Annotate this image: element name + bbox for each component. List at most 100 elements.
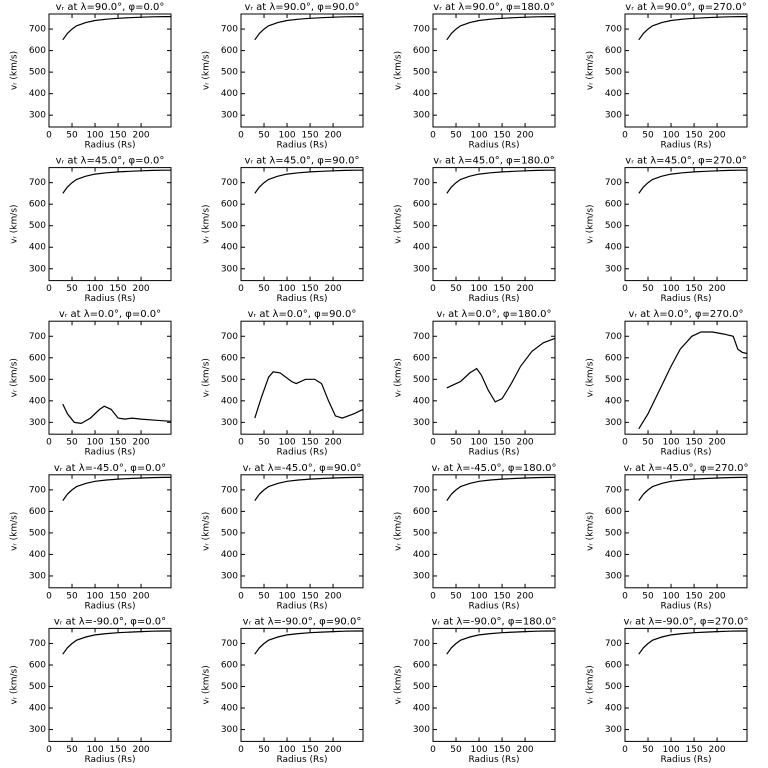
x-axis-label: Radius (Rs) [276,601,327,611]
x-tick-label: 150 [685,284,702,294]
line-series [446,630,555,655]
x-tick-label: 0 [622,131,628,141]
y-tick-label: 300 [413,725,430,735]
x-tick-label: 50 [450,591,462,601]
chart-title: vᵣ at λ=0.0°, φ=0.0° [59,309,161,320]
x-tick-label: 150 [109,438,126,448]
y-tick-label: 600 [605,507,622,517]
x-tick-label: 200 [708,591,725,601]
y-tick-label: 600 [605,660,622,670]
y-tick-label: 400 [221,243,238,253]
y-tick-label: 400 [413,396,430,406]
x-tick-label: 0 [238,284,244,294]
y-tick-label: 600 [221,660,238,670]
x-tick-label: 0 [430,591,436,601]
x-tick-label: 0 [46,284,52,294]
x-tick-label: 150 [685,438,702,448]
x-axis-label: Radius (Rs) [276,141,327,151]
y-tick-label: 700 [413,25,430,35]
line-series [254,16,363,41]
y-tick-label: 700 [29,178,46,188]
y-tick-label: 400 [413,243,430,253]
y-tick-label: 400 [605,396,622,406]
y-tick-label: 500 [413,375,430,385]
y-tick-label: 600 [221,507,238,517]
x-axis-label: Radius (Rs) [84,755,135,765]
line-series [62,169,171,194]
y-tick-label: 600 [221,200,238,210]
chart-title: vᵣ at λ=90.0°, φ=90.0° [244,2,359,13]
y-tick-label: 700 [221,332,238,342]
x-tick-label: 0 [622,438,628,448]
x-tick-label: 100 [470,745,487,755]
line-series [254,476,363,501]
y-axis-label: vᵣ (km/s) [586,512,596,551]
panel: vᵣ at λ=-90.0°, φ=270.0° 0 50 100 150 200 300 4… [586,616,749,765]
x-axis-label: Radius (Rs) [468,141,519,151]
plot-frame [240,474,364,589]
y-tick-label: 300 [221,571,238,581]
x-tick-label: 100 [86,591,103,601]
x-tick-label: 100 [86,438,103,448]
line-series [638,630,747,655]
x-tick-label: 150 [109,131,126,141]
x-tick-label: 200 [708,438,725,448]
x-tick-label: 100 [470,438,487,448]
panel: vᵣ at λ=0.0°, φ=90.0° 0 50 100 150 200 300 400 5… [202,309,364,458]
x-axis-label: Radius (Rs) [660,141,711,151]
x-tick-label: 0 [238,131,244,141]
x-tick-label: 0 [430,438,436,448]
line-series [62,630,171,655]
chart-title: vᵣ at λ=0.0°, φ=270.0° [628,309,743,320]
y-tick-label: 300 [413,418,430,428]
x-tick-label: 200 [324,745,341,755]
x-tick-label: 100 [278,438,295,448]
x-tick-label: 100 [86,745,103,755]
line-series [638,331,748,430]
x-tick-label: 50 [258,438,270,448]
x-tick-label: 50 [66,131,78,141]
y-tick-label: 700 [413,332,430,342]
y-tick-label: 600 [413,507,430,517]
y-tick-label: 400 [29,89,46,99]
y-tick-label: 300 [605,571,622,581]
y-tick-label: 300 [221,264,238,274]
plot-frame [240,13,364,128]
x-tick-label: 150 [109,591,126,601]
x-tick-label: 150 [109,745,126,755]
x-tick-label: 50 [258,591,270,601]
y-axis-label: vᵣ (km/s) [10,512,20,551]
x-tick-label: 100 [470,284,487,294]
x-tick-label: 200 [132,284,149,294]
plot-frame [48,627,172,742]
y-tick-label: 600 [221,353,238,363]
panel: vᵣ at λ=90.0°, φ=0.0° 0 50 100 150 200 300 400 5… [10,2,172,151]
plot-frame [624,474,748,589]
x-tick-label: 100 [278,745,295,755]
y-tick-label: 400 [29,396,46,406]
y-tick-label: 500 [29,528,46,538]
y-tick-label: 300 [605,418,622,428]
y-tick-label: 700 [605,178,622,188]
y-tick-label: 300 [605,264,622,274]
y-tick-label: 400 [413,89,430,99]
x-axis-label: Radius (Rs) [468,601,519,611]
y-tick-label: 500 [605,375,622,385]
panel: vᵣ at λ=0.0°, φ=180.0° 0 50 100 150 200 300 400… [394,309,556,458]
x-tick-label: 200 [324,591,341,601]
y-tick-label: 600 [605,46,622,56]
x-tick-label: 100 [278,591,295,601]
y-tick-label: 400 [413,550,430,560]
x-axis-label: Radius (Rs) [660,294,711,304]
line-series [638,16,747,41]
plot-frame [432,13,556,128]
x-tick-label: 200 [324,284,341,294]
line-series [254,169,363,194]
chart-title: vᵣ at λ=-45.0°, φ=90.0° [243,463,362,474]
panel: vᵣ at λ=0.0°, φ=270.0° 0 50 100 150 200 300 400… [586,309,748,458]
x-tick-label: 150 [493,438,510,448]
y-tick-label: 300 [29,264,46,274]
y-axis-label: vᵣ (km/s) [394,204,404,243]
x-tick-label: 50 [258,131,270,141]
y-tick-label: 700 [29,485,46,495]
